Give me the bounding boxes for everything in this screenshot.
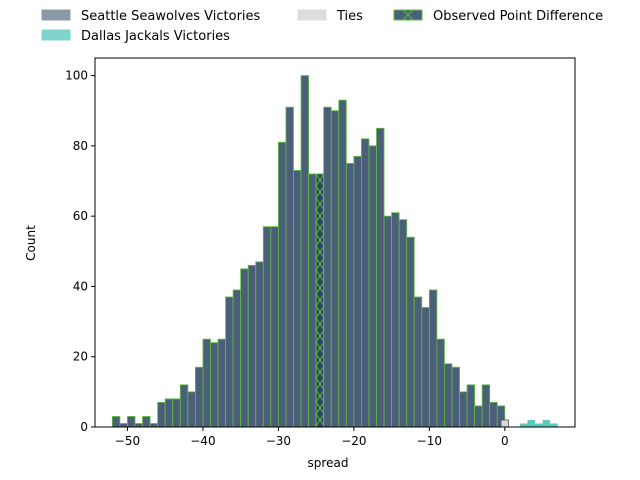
legend-label: Dallas Jackals Victories	[81, 29, 230, 44]
x-tick-label: −20	[341, 434, 366, 448]
x-tick-label: −50	[115, 434, 140, 448]
bar-seattle	[376, 127, 385, 428]
plot-frame	[94, 57, 576, 428]
bar-seattle	[300, 75, 309, 428]
bar-seattle	[270, 226, 279, 428]
bar-seattle	[308, 173, 317, 428]
bar-seattle	[413, 296, 423, 428]
bar-observed-point-difference	[315, 173, 325, 428]
bar-seattle	[383, 215, 393, 428]
x-axis-ticks: −50 −40 −30 −20 −10 0	[115, 427, 509, 448]
bar-seattle	[345, 163, 355, 428]
bar-seattle	[451, 366, 460, 428]
bar-seattle	[179, 384, 189, 428]
bar-seattle	[474, 405, 483, 428]
bar-seattle	[466, 384, 476, 428]
y-tick-label: 20	[73, 350, 88, 364]
bar-seattle	[232, 289, 242, 428]
bar-seattle	[240, 268, 249, 428]
bar-seattle	[149, 423, 159, 428]
y-axis-label: Count	[24, 225, 38, 261]
bar-seattle	[134, 423, 143, 428]
bar-dallas	[535, 423, 543, 427]
bar-dallas	[527, 419, 535, 427]
legend-label: Observed Point Difference	[433, 9, 603, 24]
bar-seattle	[142, 416, 151, 428]
bar-dallas	[519, 423, 528, 427]
bar-seattle	[194, 366, 204, 428]
bar-seattle	[172, 398, 181, 428]
bar-ties	[500, 419, 509, 428]
bar-seattle	[247, 264, 257, 428]
x-tick-label: −30	[266, 434, 291, 448]
bar-seattle	[217, 338, 226, 428]
bar-seattle	[164, 398, 174, 428]
y-tick-label: 0	[80, 420, 88, 434]
y-axis-ticks: 0 20 40 60 80 100	[65, 69, 95, 434]
bar-seattle	[225, 296, 234, 428]
x-tick-label: 0	[501, 434, 509, 448]
bar-seattle	[428, 289, 438, 428]
legend-swatch	[297, 9, 327, 21]
bars-group	[111, 75, 558, 428]
bar-seattle	[481, 384, 491, 428]
bar-seattle	[406, 236, 415, 428]
bar-seattle	[330, 110, 340, 428]
bar-seattle	[323, 106, 332, 428]
x-tick-label: −40	[190, 434, 215, 448]
bar-seattle	[368, 145, 377, 428]
bar-seattle	[210, 342, 219, 428]
bar-seattle	[361, 138, 370, 428]
bar-seattle	[391, 212, 400, 428]
bar-seattle	[421, 307, 430, 428]
bar-seattle	[157, 401, 166, 428]
bar-seattle	[459, 391, 468, 428]
legend-hatch-icon	[402, 9, 414, 21]
bar-seattle	[111, 416, 121, 428]
bar-seattle	[262, 226, 272, 428]
bar-seattle	[436, 338, 445, 428]
bar-seattle	[255, 261, 264, 428]
bar-seattle	[489, 401, 498, 428]
bar-seattle	[293, 170, 302, 428]
legend-label: Ties	[336, 9, 363, 24]
bar-seattle	[187, 391, 196, 428]
bar-seattle	[285, 106, 294, 428]
bar-dallas	[542, 419, 551, 427]
bar-seattle	[353, 155, 362, 428]
x-axis-label: spread	[308, 456, 349, 470]
y-tick-label: 100	[65, 69, 88, 83]
bar-seattle	[398, 219, 408, 428]
bar-seattle	[444, 363, 453, 428]
bar-seattle	[202, 338, 211, 428]
bar-seattle	[127, 416, 136, 428]
y-tick-label: 80	[73, 139, 88, 153]
legend-label: Seattle Seawolves Victories	[81, 9, 261, 24]
y-tick-label: 60	[73, 209, 88, 223]
legend-swatch	[41, 9, 71, 21]
bar-seattle	[277, 141, 287, 428]
bar-seattle	[119, 423, 128, 428]
y-tick-label: 40	[73, 279, 88, 293]
bar-dallas	[550, 423, 558, 427]
x-tick-label: −10	[417, 434, 442, 448]
legend-swatch	[41, 29, 71, 41]
legend: Seattle Seawolves Victories Dallas Jackal…	[41, 9, 603, 44]
bar-seattle	[338, 99, 347, 428]
